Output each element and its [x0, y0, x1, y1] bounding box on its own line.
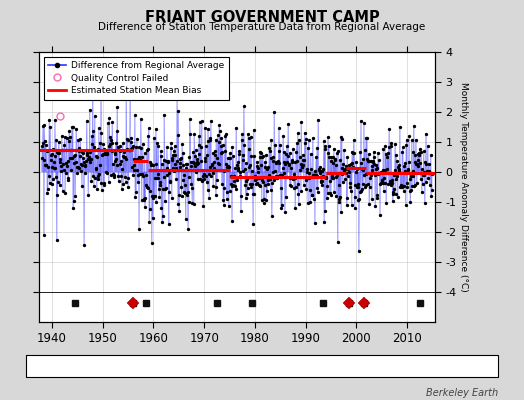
Y-axis label: Monthly Temperature Anomaly Difference (°C): Monthly Temperature Anomaly Difference (…	[459, 82, 468, 292]
Legend: Difference from Regional Average, Quality Control Failed, Estimated Station Mean: Difference from Regional Average, Qualit…	[44, 56, 228, 100]
Legend: Station Move, Record Gap, Time of Obs. Change, Empirical Break: Station Move, Record Gap, Time of Obs. C…	[88, 362, 436, 371]
Text: FRIANT GOVERNMENT CAMP: FRIANT GOVERNMENT CAMP	[145, 10, 379, 25]
Text: Berkeley Earth: Berkeley Earth	[425, 388, 498, 398]
Text: Difference of Station Temperature Data from Regional Average: Difference of Station Temperature Data f…	[99, 22, 425, 32]
